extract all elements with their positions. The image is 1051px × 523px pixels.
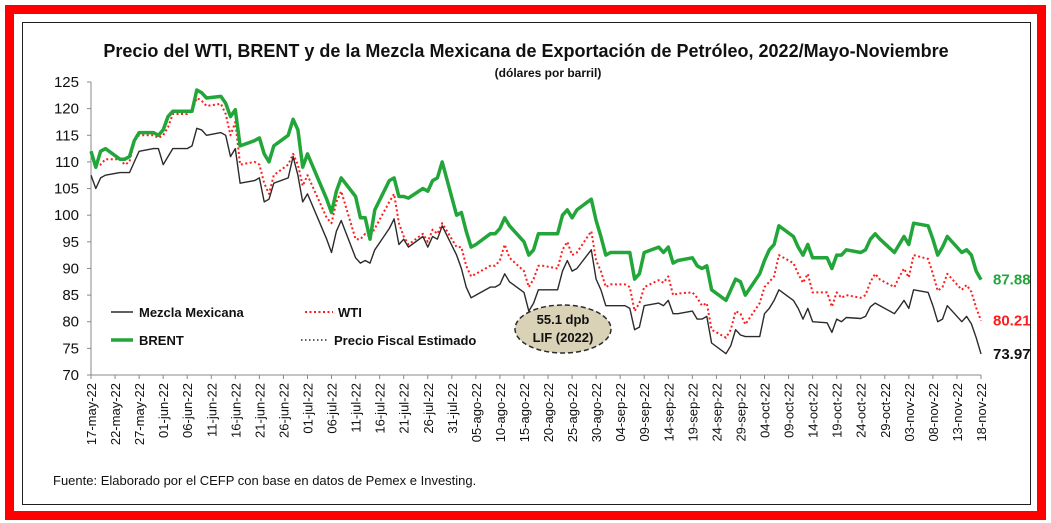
x-tick-label: 06-jun-22 xyxy=(180,383,195,438)
x-tick-label: 01-jun-22 xyxy=(156,383,171,438)
x-tick-label: 10-ago-22 xyxy=(493,383,508,442)
x-tick-label: 25-ago-22 xyxy=(565,383,580,442)
x-tick-label: 20-ago-22 xyxy=(541,383,556,442)
y-tick-label: 95 xyxy=(62,234,79,251)
x-tick-label: 24-oct-22 xyxy=(854,383,869,438)
x-tick-label: 06-jul-22 xyxy=(325,383,340,434)
x-tick-label: 01-jul-22 xyxy=(300,383,315,434)
x-tick-label: 03-nov-22 xyxy=(902,383,917,442)
x-tick-label: 29-sep-22 xyxy=(733,383,748,442)
x-tick-label: 14-sep-22 xyxy=(661,383,676,442)
x-tick-label: 30-ago-22 xyxy=(589,383,604,442)
legend-item-fiscal: Precio Fiscal Estimado xyxy=(301,333,476,348)
x-tick-label: 22-may-22 xyxy=(108,383,123,445)
x-tick-label: 04-oct-22 xyxy=(758,383,773,438)
legend-label-fiscal: Precio Fiscal Estimado xyxy=(334,333,476,348)
legend-item-brent: BRENT xyxy=(111,333,184,348)
x-tick-label: 19-sep-22 xyxy=(685,383,700,442)
y-tick-label: 80 xyxy=(62,314,79,331)
y-tick-label: 110 xyxy=(55,154,79,171)
x-tick-label: 18-nov-22 xyxy=(974,383,989,442)
chart-panel: Precio del WTI, BRENT y de la Mezcla Mex… xyxy=(22,22,1031,505)
x-tick-label: 21-jul-22 xyxy=(397,383,412,434)
x-tick-label: 26-jun-22 xyxy=(276,383,291,438)
x-tick-label: 17-may-22 xyxy=(84,383,99,445)
end-labels: 87.88 80.21 73.97 xyxy=(993,272,1030,363)
legend-label-brent: BRENT xyxy=(139,333,184,348)
x-tick-label: 15-ago-22 xyxy=(517,383,532,442)
chart-subtitle: (dólares por barril) xyxy=(495,66,602,80)
y-tick-label: 125 xyxy=(54,74,79,91)
x-tick-label: 26-jul-22 xyxy=(421,383,436,434)
brent-end-label: 87.88 xyxy=(993,272,1030,289)
y-tick-label: 100 xyxy=(54,207,79,224)
y-tick-label: 120 xyxy=(54,101,79,118)
x-tick-label: 11-jun-22 xyxy=(204,383,219,437)
legend-label-mezcla: Mezcla Mexicana xyxy=(139,305,245,320)
x-tick-label: 21-jun-22 xyxy=(252,383,267,438)
lif-badge-shape xyxy=(514,304,612,354)
brent-line xyxy=(89,88,983,303)
x-tick-label: 08-nov-22 xyxy=(926,383,941,442)
y-axis: 70 75 80 85 90 95 100 105 110 115 120 125 xyxy=(54,74,92,384)
x-tick-label: 13-nov-22 xyxy=(950,383,965,442)
chart-title: Precio del WTI, BRENT y de la Mezcla Mex… xyxy=(103,41,948,61)
legend-item-wti: WTI xyxy=(305,305,362,320)
x-tick-label: 19-oct-22 xyxy=(830,383,845,438)
legend-label-wti: WTI xyxy=(338,305,362,320)
legend: Mezcla Mexicana WTI BRENT Precio Fiscal … xyxy=(111,305,476,348)
source-note: Fuente: Elaborado por el CEFP con base e… xyxy=(53,473,476,488)
series-layer xyxy=(89,88,983,355)
x-tick-label: 24-sep-22 xyxy=(709,383,724,442)
y-tick-label: 105 xyxy=(54,181,79,198)
x-tick-label: 09-oct-22 xyxy=(782,383,797,438)
x-tick-label: 09-sep-22 xyxy=(637,383,652,442)
red-frame: Precio del WTI, BRENT y de la Mezcla Mex… xyxy=(5,5,1046,520)
y-tick-label: 75 xyxy=(62,340,79,357)
mezcla-end-label: 73.97 xyxy=(993,346,1030,363)
x-tick-label: 31-jul-22 xyxy=(445,383,460,434)
price-chart: Precio del WTI, BRENT y de la Mezcla Mex… xyxy=(53,41,1030,488)
x-tick-label: 27-may-22 xyxy=(132,383,147,445)
y-tick-label: 90 xyxy=(62,260,79,277)
lif-badge-line2: LIF (2022) xyxy=(533,330,594,345)
y-tick-label: 115 xyxy=(55,127,79,144)
x-tick-label: 16-jul-22 xyxy=(373,383,388,434)
x-tick-label: 11-jul-22 xyxy=(349,383,364,433)
x-tick-label: 14-oct-22 xyxy=(806,383,821,438)
mezcla-line xyxy=(90,127,982,355)
y-tick-label: 70 xyxy=(62,367,79,384)
lif-badge: 55.1 dpb LIF (2022) xyxy=(514,304,612,354)
legend-item-mezcla: Mezcla Mexicana xyxy=(111,305,245,320)
wti-end-label: 80.21 xyxy=(993,313,1030,330)
x-tick-label: 29-oct-22 xyxy=(878,383,893,438)
x-axis: 17-may-22 22-may-22 27-may-22 01-jun-22 06-j… xyxy=(84,374,989,445)
y-tick-label: 85 xyxy=(62,287,79,304)
lif-badge-line1: 55.1 dpb xyxy=(537,312,590,327)
x-tick-label: 16-jun-22 xyxy=(228,383,243,438)
x-tick-label: 05-ago-22 xyxy=(469,383,484,442)
x-tick-label: 04-sep-22 xyxy=(613,383,628,442)
